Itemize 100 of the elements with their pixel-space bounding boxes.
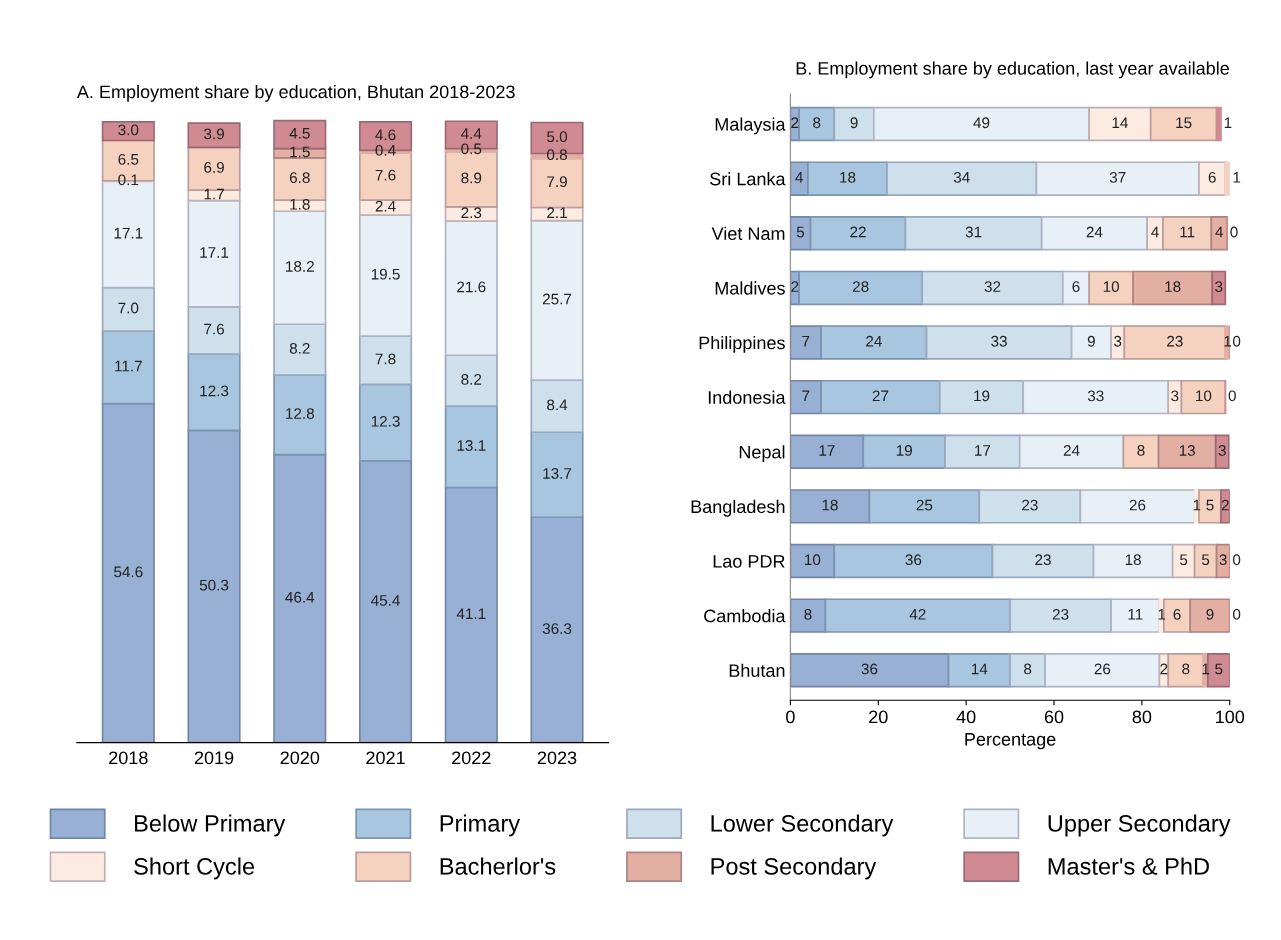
data-label: 7 <box>802 335 810 347</box>
data-label: 6 <box>1208 171 1216 183</box>
data-label: 1.7 <box>204 188 224 200</box>
data-label: 10 <box>1196 390 1212 402</box>
data-label: 2 <box>1221 499 1229 511</box>
data-label: 19.5 <box>371 268 400 280</box>
data-label: 9 <box>1087 335 1095 347</box>
x-tick-label: 2019 <box>194 751 234 765</box>
data-label: 12.3 <box>371 415 400 427</box>
data-label: 8.9 <box>461 172 482 184</box>
data-label: 7.6 <box>204 323 224 335</box>
legend-label: Short Cycle <box>134 857 255 880</box>
data-label: 36 <box>861 663 878 675</box>
data-label: 13.1 <box>457 440 486 451</box>
data-label: 5 <box>796 226 805 238</box>
legend-label: Lower Secondary <box>711 814 894 837</box>
data-label: 4 <box>795 172 803 183</box>
data-label: 26 <box>1094 663 1111 675</box>
data-label: 7.9 <box>547 176 567 188</box>
y-tick-label: Indonesia <box>708 390 786 404</box>
y-tick-label: Bangladesh <box>691 499 785 517</box>
legend-label: Upper Secondary <box>1048 814 1231 837</box>
data-label: 37 <box>1109 171 1126 183</box>
data-label: 18 <box>1125 554 1141 566</box>
y-tick-label: Cambodia <box>704 609 786 623</box>
y-tick-label: Viet Nam <box>711 226 785 241</box>
data-label: 36.3 <box>542 623 572 635</box>
data-label: 12.8 <box>286 408 314 419</box>
data-label: 3 <box>1215 281 1223 293</box>
data-label: 2.3 <box>461 207 482 219</box>
data-label: 10 <box>805 554 821 566</box>
data-label: 18 <box>1165 281 1181 293</box>
data-label: 23 <box>1167 335 1183 347</box>
data-label: 0.1 <box>118 174 139 186</box>
x-tick-label: 20 <box>869 710 888 724</box>
data-label: 1 <box>1202 663 1210 675</box>
data-label: 13 <box>1179 445 1195 456</box>
x-tick-label: 2021 <box>366 751 405 765</box>
data-label: 6 <box>1072 281 1080 293</box>
data-label: 25 <box>916 499 933 511</box>
data-label: 21.6 <box>457 281 486 293</box>
y-tick-label: Sri Lanka <box>710 172 786 186</box>
data-label: 17.1 <box>114 227 143 239</box>
data-label: 5 <box>1179 554 1188 566</box>
data-label: 22 <box>850 226 866 238</box>
y-tick-label: Maldives <box>715 281 785 295</box>
data-label: 2 <box>791 117 799 128</box>
data-label: 1 <box>1233 172 1241 183</box>
x-tick-label: 2018 <box>109 751 148 765</box>
data-label: 0.5 <box>461 143 482 155</box>
data-label: 49 <box>973 117 990 129</box>
data-label: 17 <box>975 445 991 456</box>
data-label: 8 <box>1182 663 1190 675</box>
data-label: 23 <box>1022 499 1038 511</box>
data-label: 23 <box>1052 608 1069 620</box>
data-label: 41.1 <box>456 608 486 619</box>
data-label: 0 <box>1232 335 1241 347</box>
data-label: 9 <box>850 117 858 129</box>
data-label: 0.8 <box>547 149 567 161</box>
data-label: 6.5 <box>118 153 139 165</box>
data-label: 8.4 <box>547 399 568 411</box>
data-label: 36 <box>905 554 922 566</box>
y-tick-label: Lao PDR <box>713 555 785 568</box>
data-label: 23 <box>1035 554 1051 566</box>
data-label: 28 <box>852 281 869 293</box>
data-label: 18 <box>840 171 856 183</box>
data-label: 31 <box>965 226 982 238</box>
data-label: 11 <box>1180 226 1195 238</box>
data-label: 3.9 <box>204 128 224 140</box>
data-label: 3 <box>1219 554 1227 566</box>
data-label: 1 <box>1224 335 1232 347</box>
legend-label: Post Secondary <box>711 857 877 880</box>
data-label: 1 <box>1193 499 1201 511</box>
data-label: 9 <box>1206 608 1214 620</box>
x-tick-label: 60 <box>1044 710 1064 724</box>
data-label: 1 <box>1158 609 1166 620</box>
data-label: 3 <box>1171 390 1179 402</box>
data-label: 6 <box>1173 608 1181 620</box>
data-label: 45.4 <box>371 595 400 606</box>
data-label: 0 <box>1230 226 1238 238</box>
data-label: 8 <box>1024 663 1032 675</box>
data-label: 1.8 <box>290 198 310 210</box>
data-label: 7.0 <box>118 302 139 314</box>
data-label: 8.2 <box>289 342 310 354</box>
data-label: 5 <box>1206 499 1214 511</box>
data-label: 27 <box>872 390 889 402</box>
data-label: 18.2 <box>286 261 314 272</box>
data-label: 4 <box>1215 226 1224 238</box>
data-label: 54.6 <box>114 566 143 578</box>
data-label: 11 <box>1128 609 1143 620</box>
data-label: 25.7 <box>542 293 572 305</box>
legend-label: Primary <box>440 814 521 837</box>
data-label: 6.8 <box>289 172 310 184</box>
data-label: 32 <box>984 281 1001 293</box>
data-label: 17.1 <box>200 247 229 258</box>
legend-label: Master's & PhD <box>1048 857 1209 875</box>
x-tick-label: 100 <box>1216 710 1245 724</box>
data-label: 14 <box>1112 117 1128 128</box>
data-label: 8 <box>813 117 821 129</box>
y-tick-label: Nepal <box>739 445 785 463</box>
